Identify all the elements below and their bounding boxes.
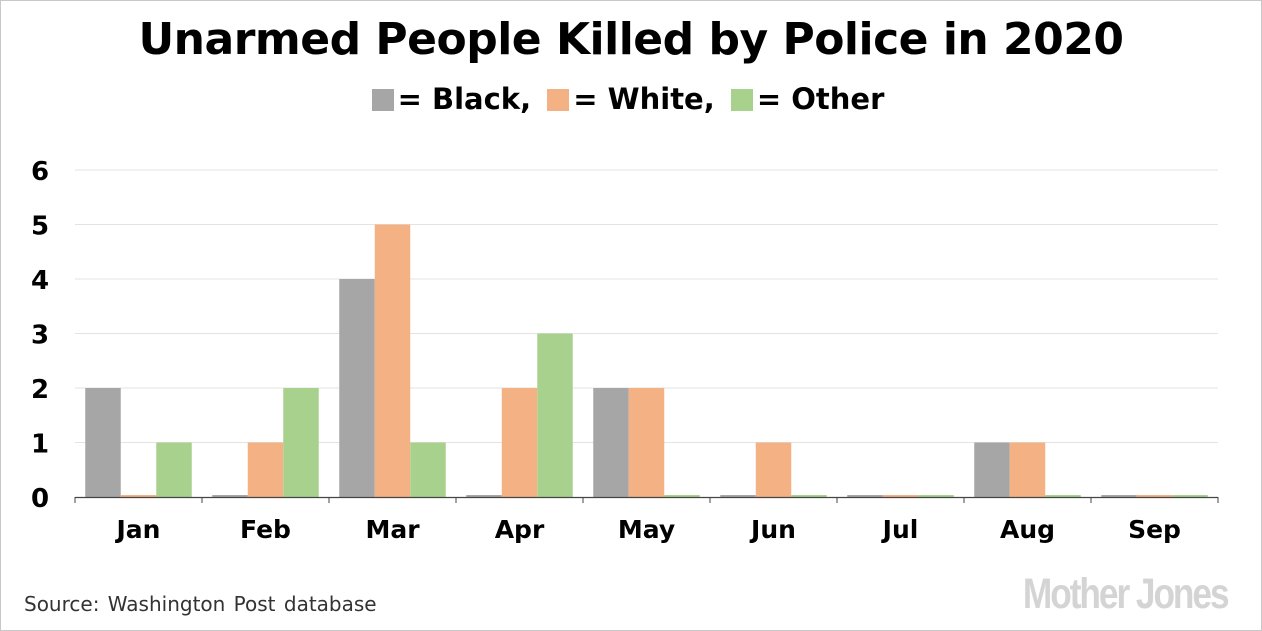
brand-logo: Mother Jones [1023,570,1230,618]
bar-black-aug [974,442,1010,497]
bar-white-sep [1136,495,1173,497]
legend-swatch-black [371,89,394,111]
bar-other-mar [410,442,446,497]
bar-black-apr [466,495,502,497]
x-tick-label: Aug [1000,515,1055,544]
bar-other-jan [156,442,192,497]
bar-black-feb [212,495,248,497]
bar-black-jun [720,495,756,497]
y-tick-label: 4 [31,266,49,296]
y-tick-label: 0 [31,484,49,514]
y-tick-label: 3 [31,321,49,351]
bar-white-may [628,388,665,497]
legend-swatch-white [547,89,570,111]
bar-other-sep [1172,495,1208,497]
bar-black-jul [847,495,883,497]
bar-other-may [664,495,700,497]
bar-white-mar [374,224,411,497]
legend-item-black: = Black, [371,82,538,116]
bar-white-apr [501,388,538,497]
bar-white-jan [120,495,157,497]
bar-white-feb [247,442,284,497]
x-tick-label: Mar [365,515,420,544]
y-tick-label: 2 [31,375,49,405]
bar-white-aug [1009,442,1046,497]
bar-black-sep [1101,495,1137,497]
legend-label-white: = White, [573,82,715,116]
legend-item-white: = White, [547,82,721,116]
bar-other-jun [791,495,827,497]
bar-other-feb [283,388,319,497]
x-tick-label: Sep [1128,515,1181,544]
bar-black-may [593,388,629,497]
bar-white-jul [882,495,919,497]
x-tick-label: May [618,515,675,544]
x-tick-label: Jul [881,515,919,544]
legend-item-other: = Other [730,82,891,116]
bar-white-jun [755,442,792,497]
bar-black-jan [85,388,121,497]
bar-other-jul [918,495,954,497]
bar-other-aug [1045,495,1081,497]
chart-title: Unarmed People Killed by Police in 2020 [138,14,1124,65]
legend-label-black: = Black, [397,82,532,116]
y-tick-label: 1 [31,430,49,460]
x-tick-label: Jun [749,515,796,544]
y-tick-label: 6 [31,157,49,187]
bar-other-apr [537,333,573,497]
legend: = Black, = White, = Other [0,80,1262,116]
source-note: Source: Washington Post database [24,592,377,616]
y-tick-label: 5 [31,212,49,242]
legend-label-other: = Other [756,82,885,116]
x-tick-label: Apr [495,515,545,544]
bar-black-mar [339,279,375,497]
legend-swatch-other [730,89,753,111]
x-tick-label: Jan [115,515,161,544]
x-tick-label: Feb [240,515,291,544]
